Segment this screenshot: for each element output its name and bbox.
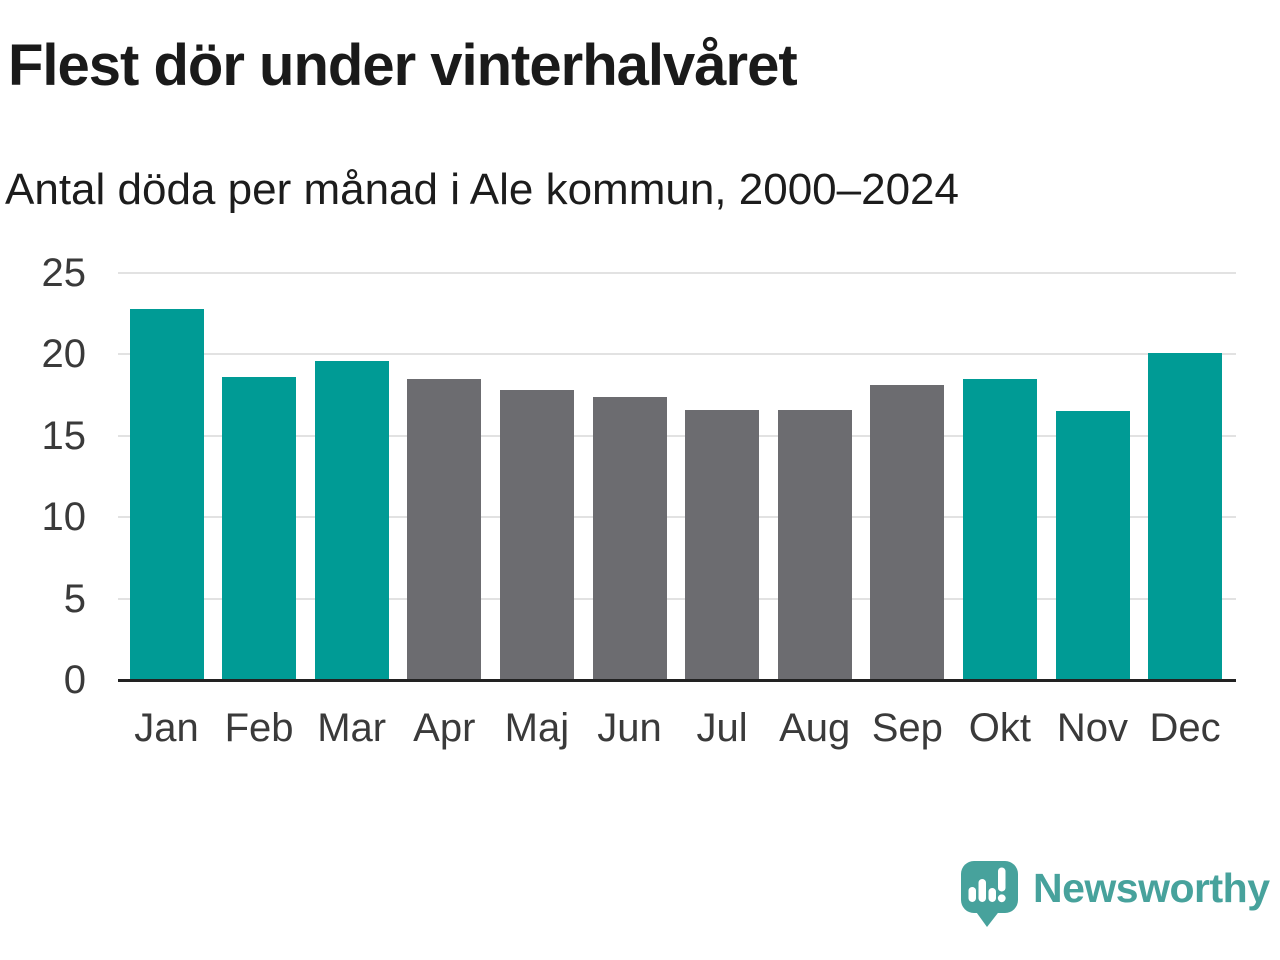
gridline-5 <box>118 597 1236 600</box>
x-axis-label-jul: Jul <box>696 706 748 750</box>
bar-maj <box>499 390 574 680</box>
bar-jul <box>685 409 760 680</box>
bar-feb <box>222 377 297 680</box>
bar-apr <box>407 378 482 680</box>
y-axis-label-5: 5 <box>63 576 86 621</box>
y-axis-label-20: 20 <box>41 332 87 377</box>
y-axis-label-10: 10 <box>41 495 87 540</box>
bar-sep <box>870 385 945 680</box>
bar-nov <box>1055 411 1130 680</box>
x-axis-line <box>118 679 1236 682</box>
bar-aug <box>777 409 852 680</box>
y-axis-label-15: 15 <box>41 413 87 458</box>
bar-okt <box>962 378 1037 680</box>
y-axis-label-0: 0 <box>63 658 86 702</box>
x-axis-label-okt: Okt <box>968 706 1031 750</box>
x-axis-label-dec: Dec <box>1149 706 1221 750</box>
x-axis-label-mar: Mar <box>317 706 387 750</box>
chart-subtitle: Antal döda per månad i Ale kommun, 2000–… <box>5 165 959 214</box>
x-axis-label-jun: Jun <box>597 706 662 750</box>
x-axis-label-feb: Feb <box>224 706 294 750</box>
brand-name: Newsworthy <box>1033 865 1270 911</box>
gridline-15 <box>118 434 1236 437</box>
gridline-25 <box>118 272 1236 274</box>
bar-jun <box>592 396 667 680</box>
x-axis-label-nov: Nov <box>1056 706 1129 750</box>
gridline-10 <box>118 516 1236 519</box>
gridline-20 <box>118 353 1236 356</box>
bar-jan <box>129 308 204 680</box>
x-axis-label-jan: Jan <box>134 706 199 750</box>
y-axis-label-25: 25 <box>41 251 87 295</box>
x-axis-label-aug: Aug <box>779 706 851 750</box>
x-axis-label-maj: Maj <box>504 706 570 750</box>
bar-mar <box>314 360 389 680</box>
bar-dec <box>1148 352 1223 680</box>
x-axis-label-apr: Apr <box>413 706 476 750</box>
newsworthy-logo-icon <box>961 861 1018 927</box>
brand-footer: Newsworthy <box>961 861 1270 928</box>
chart-title: Flest dör under vinterhalvåret <box>8 33 798 98</box>
x-axis-label-sep: Sep <box>871 706 943 750</box>
